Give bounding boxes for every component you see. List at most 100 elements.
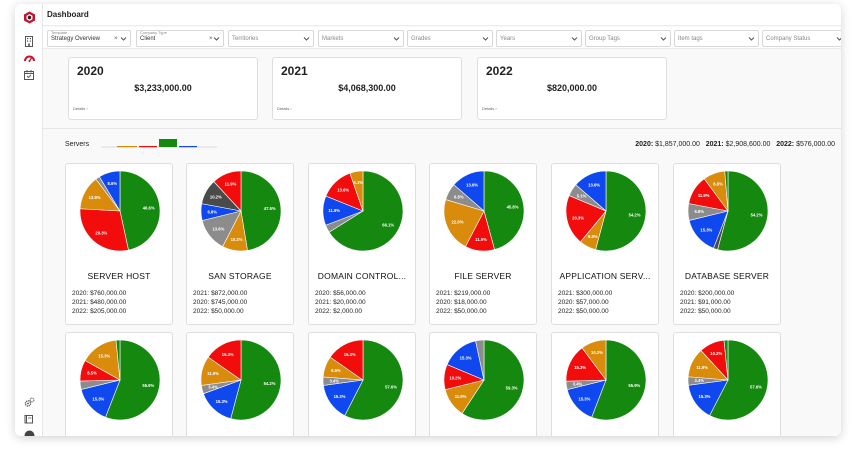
server-card[interactable]: 57.6% 15.3% 3.4% 8.5% 15.3% <box>308 332 416 436</box>
pie-slice[interactable] <box>79 208 129 252</box>
pie-slice[interactable] <box>119 170 161 251</box>
mini-bar <box>117 146 137 148</box>
chevron-down-icon <box>660 37 667 41</box>
server-card-file-server[interactable]: 45.8% 11.9% 22.0% 6.8% 13.6% FILE SERVER 202… <box>429 163 537 325</box>
user-avatar-icon[interactable] <box>22 428 36 436</box>
pie-slice[interactable] <box>115 339 121 381</box>
card-value-line: 2022: $50,000.00 <box>558 308 609 315</box>
pie-slice[interactable] <box>443 199 485 247</box>
server-card-domain-controller[interactable]: 66.1% 11.9% 13.6% 5.1% DOMAIN CONTROL... 20… <box>308 163 416 325</box>
pie-slice[interactable] <box>723 339 729 381</box>
server-card[interactable]: 57.6% 15.3% 3.4% 11.9% 10.2% <box>673 332 781 436</box>
top-bar: Dashboard <box>43 4 841 26</box>
pie-slice[interactable] <box>575 170 607 212</box>
server-card[interactable]: 55.9% 15.3% 8.5% 15.3% <box>65 332 173 436</box>
markets-select[interactable]: Markets <box>318 30 404 47</box>
pie-slice-label: 55.9% <box>142 383 154 388</box>
pie-slice[interactable] <box>461 339 525 421</box>
pie-slice-label: 8.5% <box>87 371 97 376</box>
clear-icon[interactable]: × <box>209 36 213 42</box>
company-type-select[interactable]: Company Type Client × <box>136 30 224 47</box>
server-card[interactable]: 54.2% 15.3% 3.4% 11.9% 15.3% <box>186 332 294 436</box>
pie-slice[interactable] <box>207 339 242 381</box>
calendar-icon[interactable] <box>22 68 36 82</box>
chevron-down-icon <box>213 37 220 41</box>
server-card-application-server[interactable]: 54.2% 6.8% 20.3% 5.1% 13.6% APPLICATION SERV… <box>551 163 659 325</box>
card-value-line: 2022: $50,000.00 <box>193 308 244 315</box>
pie-slice[interactable] <box>99 170 121 213</box>
pie-slice-label: 59.3% <box>506 386 518 391</box>
pie-slice[interactable] <box>709 339 769 421</box>
pie-slice[interactable] <box>581 339 607 381</box>
card-value-line: 2022: $2,000.00 <box>315 308 362 315</box>
pie-slice-label: 11.9% <box>475 237 487 242</box>
year-label: 2020 <box>77 64 104 78</box>
details-link[interactable]: Details › <box>482 106 497 111</box>
card-title: APPLICATION SERV... <box>559 271 651 281</box>
group-tags-select[interactable]: Group Tags <box>585 30 671 47</box>
pie-slice[interactable] <box>349 170 364 212</box>
server-card[interactable]: 59.3% 11.9% 10.2% 15.3% <box>429 332 537 436</box>
pie-slice[interactable] <box>213 170 242 212</box>
territories-select[interactable]: Territories <box>228 30 314 47</box>
pie-slice[interactable] <box>595 170 647 252</box>
pie-slice-label: 11.9% <box>698 193 710 198</box>
company-status-placeholder: Company Status <box>766 36 811 42</box>
pie-slice-label: 3.4% <box>329 378 339 383</box>
pie-slice-label: 29.3% <box>95 230 107 235</box>
clear-icon[interactable]: × <box>114 36 118 42</box>
template-label: Template <box>51 30 68 35</box>
pie-slice-label: 57.6% <box>385 384 397 389</box>
pie-slice-label: 15.3% <box>344 352 356 357</box>
grades-select[interactable]: Grades <box>407 30 493 47</box>
dashboard-icon[interactable] <box>22 51 36 65</box>
pie-slice[interactable] <box>724 170 729 212</box>
pie-slice-label: 54.2% <box>751 212 763 217</box>
item-tags-select[interactable]: Item tags <box>674 30 759 47</box>
card-title: DOMAIN CONTROL... <box>317 271 407 281</box>
details-link[interactable]: Details › <box>73 106 88 111</box>
pie-slice[interactable] <box>230 339 282 421</box>
pie-slice-label: 10.2% <box>210 195 222 200</box>
server-card[interactable]: 55.9% 15.3% 3.4% 15.3% 10.2% <box>551 332 659 436</box>
pie-slice[interactable] <box>329 339 364 381</box>
grades-placeholder: Grades <box>411 36 431 42</box>
pie-slice[interactable] <box>344 339 404 421</box>
building-icon[interactable] <box>22 34 36 48</box>
pie-slice[interactable] <box>240 170 282 251</box>
chevron-down-icon <box>482 37 489 41</box>
year-card-2021: 2021 $4,068,300.00 Details › <box>272 57 462 120</box>
server-card-server-host[interactable]: 46.6% 29.3% 13.8% 8.6% SERVER HOST 2020: $7… <box>65 163 173 325</box>
card-value-line: 2020: $200,000.00 <box>680 290 735 297</box>
pie-slice[interactable] <box>453 170 485 212</box>
pie-slice-label: 15.3% <box>574 365 586 370</box>
server-card-database-server[interactable]: 54.2% 15.3% 6.8% 11.9% 8.8% DATABASE SERVER … <box>673 163 781 325</box>
card-value-line: 2020: $760,000.00 <box>72 290 127 297</box>
company-type-value: Client <box>140 36 156 42</box>
pie-slice-label: 11.9% <box>696 365 708 370</box>
settings-gears-icon[interactable] <box>22 395 36 409</box>
filter-bar: Template Strategy Overview × Company Typ… <box>43 27 841 49</box>
card-value-line: 2020: $18,000.00 <box>436 299 487 306</box>
chevron-down-icon <box>836 37 841 41</box>
pie-slice[interactable] <box>717 170 769 252</box>
years-select[interactable]: Years <box>496 30 582 47</box>
markets-placeholder: Markets <box>322 36 344 42</box>
book-icon[interactable] <box>22 412 36 426</box>
card-value-line: 2021: $20,000.00 <box>315 299 366 306</box>
server-card-san-storage[interactable]: 47.5% 10.2% 13.6% 6.8% 10.2% 11.9% SAN STORAG… <box>186 163 294 325</box>
mini-bar <box>139 146 157 148</box>
section-divider <box>43 128 841 129</box>
pie-slice[interactable] <box>105 339 161 421</box>
total-year-label: 2021: <box>705 141 724 148</box>
details-link[interactable]: Details › <box>277 106 292 111</box>
pie-slice[interactable] <box>483 170 525 250</box>
template-select[interactable]: Template Strategy Overview × <box>47 30 131 47</box>
main-content: Dashboard Template Strategy Overview × C… <box>43 4 841 436</box>
pie-chart: 57.6% 15.3% 3.4% 11.9% 10.2% <box>687 339 769 421</box>
company-status-select[interactable]: Company Status <box>762 30 841 47</box>
app-logo[interactable] <box>22 10 36 24</box>
pie-slice[interactable] <box>475 339 485 381</box>
pie-slice[interactable] <box>591 339 647 421</box>
pie-slice[interactable] <box>328 170 404 252</box>
